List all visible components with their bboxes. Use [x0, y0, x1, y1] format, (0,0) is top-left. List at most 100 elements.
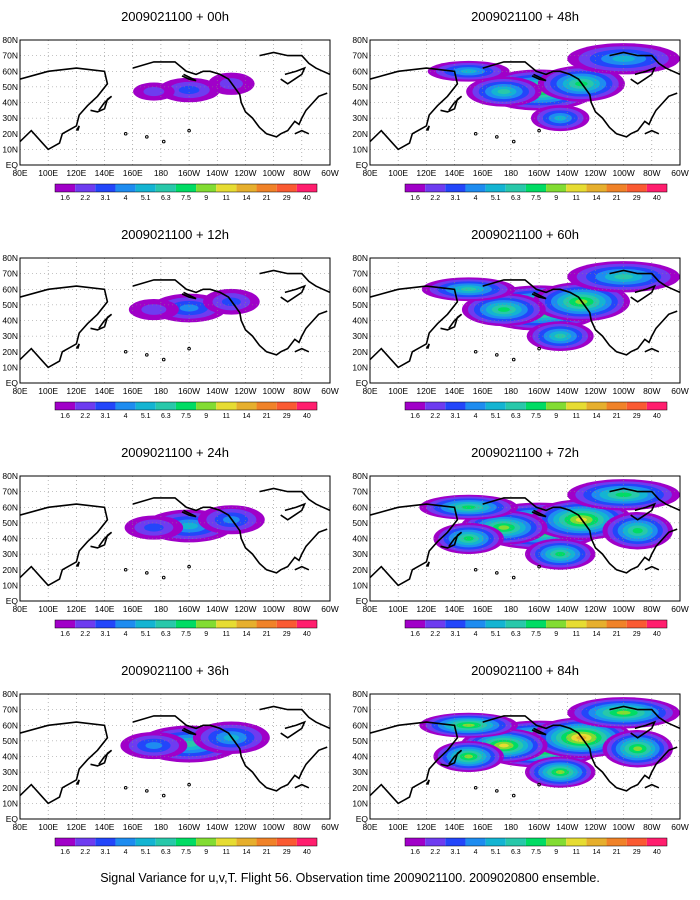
colorbar-label: 2.2 — [80, 195, 90, 202]
lat-tick-label: 10N — [352, 798, 368, 808]
colorbar-swatch — [465, 402, 486, 410]
lon-tick-label: 100E — [38, 822, 58, 832]
lat-tick-label: 60N — [2, 502, 18, 512]
colorbar-swatch — [296, 184, 317, 192]
map-frame — [19, 475, 331, 602]
lat-tick-label: EQ — [6, 160, 19, 170]
island — [145, 571, 149, 575]
coastline — [294, 129, 310, 135]
island — [537, 564, 541, 569]
colorbar-swatch — [586, 184, 607, 192]
coastline — [90, 749, 113, 767]
coastline — [20, 721, 109, 805]
colorbar-label: 29 — [633, 849, 641, 856]
colorbar-swatch — [586, 402, 607, 410]
colorbar-label: 11 — [573, 631, 580, 638]
colorbar-label: 40 — [303, 413, 311, 420]
coastline — [609, 269, 680, 294]
colorbar-label: 14 — [593, 849, 601, 856]
colorbar-swatch — [196, 402, 217, 410]
lat-tick-label: 50N — [2, 300, 18, 310]
colorbar-swatch — [445, 184, 466, 192]
coastline — [132, 61, 328, 138]
lon-tick-label: 160E — [473, 822, 493, 832]
colorbar-label: 14 — [243, 631, 251, 638]
coastline — [644, 347, 660, 353]
lon-tick-label: 120E — [416, 822, 436, 832]
variance-contour — [463, 536, 474, 541]
lat-tick-label: 20N — [352, 783, 368, 793]
colorbar-swatch — [505, 620, 526, 628]
lat-tick-label: 80N — [352, 689, 368, 699]
lat-tick-label: 40N — [352, 752, 368, 762]
lat-tick-label: 70N — [352, 269, 368, 279]
variance-contour — [632, 528, 643, 534]
coastline — [440, 95, 463, 113]
island — [537, 128, 541, 133]
colorbar-label: 4 — [474, 195, 478, 202]
variance-contour — [144, 523, 164, 532]
lat-tick-label: 70N — [2, 487, 18, 497]
coastline — [259, 51, 330, 76]
colorbar-label: 29 — [283, 195, 291, 202]
coastline — [482, 61, 678, 138]
lat-tick-label: 20N — [2, 129, 18, 139]
lat-tick-label: 60N — [352, 284, 368, 294]
coastline — [370, 503, 459, 587]
panel-title: 2009021100 + 12h — [121, 227, 229, 242]
colorbar-swatch — [646, 838, 667, 846]
panel-title: 2009021100 + 00h — [121, 9, 229, 24]
colorbar-label: 14 — [243, 849, 251, 856]
lat-tick-label: 80N — [352, 471, 368, 481]
colorbar-swatch — [196, 838, 217, 846]
coastline — [440, 749, 463, 767]
map-panel: 2009021100 + 12h 80N 70N 60N 50N 40N 30N 20N 10N… — [2, 227, 338, 420]
island — [161, 575, 166, 580]
colorbar-swatch — [626, 184, 647, 192]
coastline — [630, 502, 657, 521]
lat-tick-label: 70N — [352, 487, 368, 497]
lon-tick-label: 80W — [293, 604, 310, 614]
colorbar-label: 7.5 — [181, 849, 191, 856]
colorbar-swatch — [546, 184, 567, 192]
island — [511, 793, 516, 798]
panel-title: 2009021100 + 60h — [471, 227, 579, 242]
coastline — [531, 291, 547, 300]
variance-contour — [554, 115, 567, 121]
colorbar-label: 21 — [263, 631, 271, 638]
island — [495, 135, 499, 139]
lon-tick-label: 140E — [95, 386, 115, 396]
lon-tick-label: 100W — [263, 386, 285, 396]
colorbar-swatch — [55, 402, 76, 410]
coastline — [75, 779, 80, 786]
colorbar-swatch — [175, 620, 197, 628]
coastline — [20, 285, 109, 369]
lat-tick-label: 20N — [352, 129, 368, 139]
island — [473, 785, 478, 790]
lat-tick-label: 60N — [2, 720, 18, 730]
colorbar-label: 11 — [573, 849, 580, 856]
colorbar-label: 7.5 — [181, 413, 191, 420]
coastline — [425, 561, 430, 568]
lon-tick-label: 100W — [263, 168, 285, 178]
island — [123, 349, 128, 354]
colorbar-label: 5.1 — [141, 413, 151, 420]
lon-tick-label: 80W — [293, 168, 310, 178]
variance-contour — [554, 333, 566, 339]
variance-contour — [497, 89, 511, 95]
island — [473, 349, 478, 354]
island — [187, 564, 191, 569]
lon-tick-label: 120E — [416, 604, 436, 614]
lat-tick-label: 80N — [352, 253, 368, 263]
coastline — [630, 720, 657, 739]
colorbar-swatch — [525, 620, 547, 628]
colorbar-label: 40 — [653, 631, 661, 638]
colorbar-label: 1.6 — [410, 413, 420, 420]
colorbar-swatch — [216, 620, 237, 628]
coastline — [280, 502, 307, 521]
colorbar-swatch — [95, 838, 116, 846]
map-frame — [369, 475, 681, 602]
coastline — [280, 66, 307, 85]
colorbar-label: 3.1 — [451, 195, 461, 202]
colorbar-label: 14 — [593, 413, 601, 420]
